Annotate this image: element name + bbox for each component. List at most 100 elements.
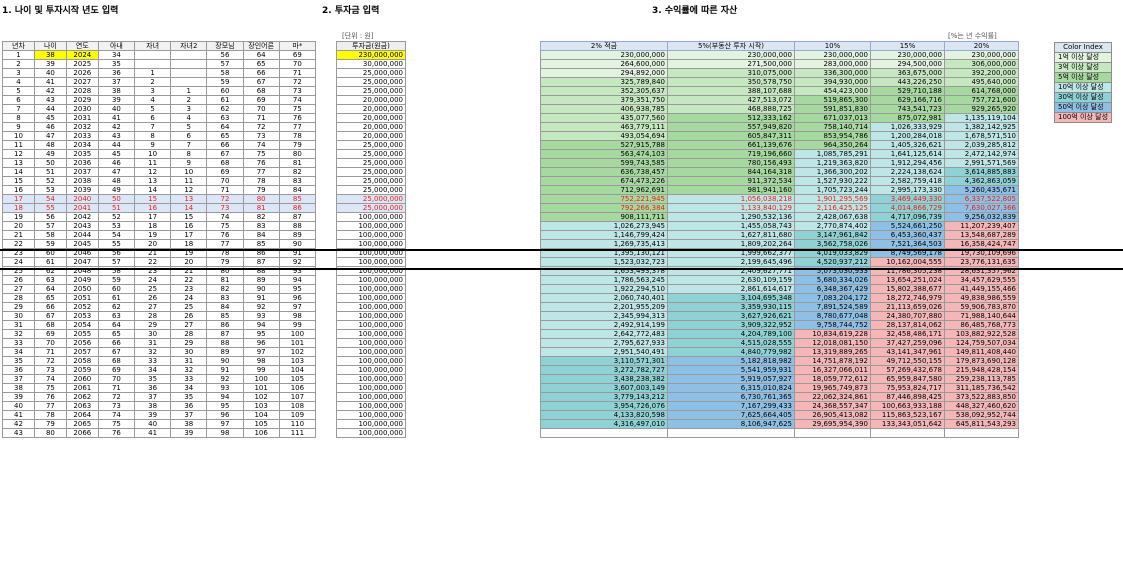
age-table-cell: 41 bbox=[2, 410, 35, 420]
age-table-cell: 22 bbox=[2, 239, 35, 249]
age-table-header: 자녀 bbox=[133, 41, 172, 51]
age-table-cell: 97 bbox=[278, 302, 317, 312]
age-table-cell: 104 bbox=[242, 410, 280, 420]
age-table-cell: 66 bbox=[33, 302, 67, 312]
asset-cell: 310,075,000 bbox=[667, 68, 795, 78]
age-table-cell: 18 bbox=[2, 203, 35, 213]
asset-cell: 671,037,013 bbox=[794, 113, 871, 123]
table-row: 33 70 2056 66 31 29 88 96 101 bbox=[2, 338, 317, 348]
table-row: 1,523,032,723 2,199,645,496 4,520,937,212 1… bbox=[540, 257, 1019, 267]
asset-cell: 629,166,716 bbox=[870, 95, 945, 105]
rate-column-header: 5%(부동산 투자 시작) bbox=[667, 41, 795, 51]
age-table-cell: 2045 bbox=[65, 239, 99, 249]
asset-cell: 1,678,571,510 bbox=[944, 131, 1019, 141]
age-table-cell: 32 bbox=[133, 347, 172, 357]
table-row: 24 61 2047 57 22 20 79 87 92 bbox=[2, 257, 317, 267]
table-row: 3,272,782,727 5,541,959,931 16,327,066,011… bbox=[540, 365, 1019, 375]
asset-cell: 792,266,384 bbox=[540, 203, 668, 213]
asset-cell: 7,521,364,503 bbox=[870, 239, 945, 249]
table-row: 9 46 2032 42 7 5 64 72 77 bbox=[2, 122, 317, 132]
asset-cell: 2,428,067,638 bbox=[794, 212, 871, 222]
table-row: 100,000,000 bbox=[336, 239, 406, 249]
age-table-cell: 100 bbox=[242, 374, 280, 384]
table-row: 40 77 2063 73 38 36 95 103 108 bbox=[2, 401, 317, 411]
age-table-cell: 36 bbox=[97, 68, 136, 78]
age-table-cell: 34 bbox=[170, 383, 208, 393]
separator-line-bottom bbox=[0, 268, 1123, 270]
age-table-cell: 37 bbox=[133, 392, 172, 402]
age-table-cell: 75 bbox=[97, 419, 136, 429]
age-table-cell: 51 bbox=[97, 203, 136, 213]
age-table-cell: 39 bbox=[170, 428, 208, 438]
table-row: 100,000,000 bbox=[336, 293, 406, 303]
age-table-cell: 89 bbox=[206, 347, 244, 357]
asset-cell: 2,472,142,974 bbox=[944, 149, 1019, 159]
asset-cell: 13,654,251,024 bbox=[870, 275, 945, 285]
age-table-cell: 73 bbox=[33, 365, 67, 375]
age-table-cell: 72 bbox=[242, 122, 280, 132]
investment-cell: 100,000,000 bbox=[336, 383, 406, 393]
age-table-cell: 43 bbox=[33, 95, 67, 105]
legend-item: 3억 이상 달성 bbox=[1053, 62, 1113, 73]
asset-cell: 3,627,926,621 bbox=[667, 311, 795, 321]
table-row: 1,922,294,510 2,861,614,617 6,348,367,429 1… bbox=[540, 284, 1019, 294]
asset-cell: 1,135,119,104 bbox=[944, 113, 1019, 123]
age-table-cell: 45 bbox=[97, 149, 136, 159]
age-table-cell: 71 bbox=[97, 383, 136, 393]
age-table-cell: 106 bbox=[278, 383, 317, 393]
age-table-cell: 87 bbox=[278, 212, 317, 222]
investment-cell: 25,000,000 bbox=[336, 68, 406, 78]
age-table-cell: 67 bbox=[97, 347, 136, 357]
asset-cell: 2,795,627,933 bbox=[540, 338, 668, 348]
asset-cell: 1,527,930,222 bbox=[794, 176, 871, 186]
legend-row: 10억 이상 달성 bbox=[1053, 82, 1113, 93]
asset-cell: 1,705,723,244 bbox=[794, 185, 871, 195]
legend-item: 30억 이상 달성 bbox=[1053, 92, 1113, 103]
age-table-cell: 61 bbox=[97, 293, 136, 303]
age-table-cell: 2037 bbox=[65, 167, 99, 177]
age-table-cell: 79 bbox=[33, 419, 67, 429]
table-row: 41 78 2064 74 39 37 96 104 109 bbox=[2, 410, 317, 420]
age-table-cell: 56 bbox=[33, 212, 67, 222]
age-table-cell: 75 bbox=[242, 149, 280, 159]
age-table-cell: 29 bbox=[170, 338, 208, 348]
age-table-cell: 2043 bbox=[65, 221, 99, 231]
asset-cell: 363,675,000 bbox=[870, 68, 945, 78]
age-table-cell: 90 bbox=[206, 356, 244, 366]
age-table-cell: 70 bbox=[242, 104, 280, 114]
age-table-cell: 3 bbox=[170, 104, 208, 114]
asset-cell: 1,627,811,680 bbox=[667, 230, 795, 240]
age-table-cell: 102 bbox=[278, 347, 317, 357]
asset-cell: 661,139,676 bbox=[667, 140, 795, 150]
table-row: 599,743,585 780,156,493 1,219,363,820 1,912… bbox=[540, 158, 1019, 168]
investment-cell: 100,000,000 bbox=[336, 239, 406, 249]
age-table-cell: 98 bbox=[206, 428, 244, 438]
age-table-cell: 4 bbox=[2, 77, 35, 87]
legend-row: 1억 이상 달성 bbox=[1053, 52, 1113, 63]
asset-cell: 5,182,818,982 bbox=[667, 356, 795, 366]
asset-cell: 1,641,125,614 bbox=[870, 149, 945, 159]
age-table-cell: 97 bbox=[242, 347, 280, 357]
asset-cell: 5,919,057,927 bbox=[667, 374, 795, 384]
age-table-cell: 14 bbox=[2, 167, 35, 177]
age-table-cell: 58 bbox=[206, 68, 244, 78]
table-row: 100,000,000 bbox=[336, 401, 406, 411]
asset-cell: 87,446,898,425 bbox=[870, 392, 945, 402]
asset-cell: 24,380,707,880 bbox=[870, 311, 945, 321]
age-table-cell: 91 bbox=[242, 293, 280, 303]
asset-cell: 3,110,571,301 bbox=[540, 356, 668, 366]
age-table-cell: 30 bbox=[170, 347, 208, 357]
age-table-cell: 2024 bbox=[65, 50, 99, 60]
investment-cell: 100,000,000 bbox=[336, 401, 406, 411]
table-row: 493,054,694 605,847,311 853,954,786 1,200,2… bbox=[540, 131, 1019, 141]
age-table-cell: 69 bbox=[206, 167, 244, 177]
age-table-cell: 71 bbox=[242, 113, 280, 123]
table-row: 25,000,000 bbox=[336, 68, 406, 78]
age-table-cell: 10 bbox=[170, 167, 208, 177]
age-table-cell: 96 bbox=[278, 293, 317, 303]
age-table-cell: 63 bbox=[33, 275, 67, 285]
age-year-table: 년차 나이 연도 아내 자녀 자녀2 장모님 장인어른 마* 1 38 2024 34 56 64 69 2 3… bbox=[2, 41, 317, 438]
age-table-cell: 92 bbox=[278, 257, 317, 267]
age-table-cell: 20 bbox=[133, 239, 172, 249]
age-table-cell: 2057 bbox=[65, 347, 99, 357]
